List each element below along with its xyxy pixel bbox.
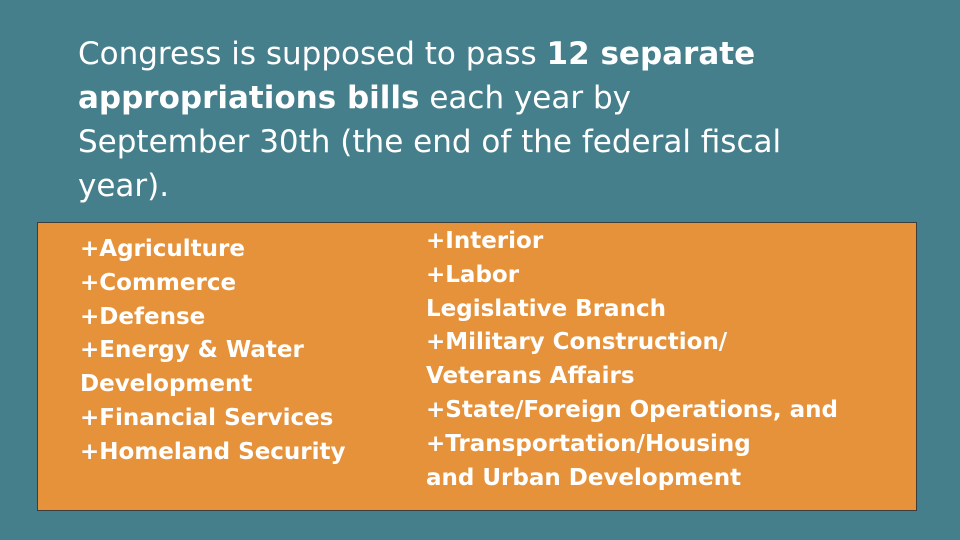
left-column: +Agriculture +Commerce +Defense +Energy & W… xyxy=(80,233,346,470)
bill-line: +State/Foreign Operations, and xyxy=(426,396,838,423)
bill-line: +Agriculture xyxy=(80,236,245,262)
heading-bold-text: appropriations bills xyxy=(78,80,420,116)
bill-line: +Military Construction/ xyxy=(426,329,728,356)
heading-line: year). xyxy=(78,164,781,208)
heading-bold-text: 12 separate xyxy=(546,36,756,72)
heading-line: Congress is supposed to pass 12 separate xyxy=(78,32,781,76)
heading-text: September 30th (the end of the federal f… xyxy=(78,124,782,160)
bill-line: +Transportation/Housing xyxy=(426,430,751,457)
bill-line: Veterans Affairs xyxy=(426,363,635,390)
bill-line: +Homeland Security xyxy=(80,438,346,465)
heading-line: appropriations bills each year by xyxy=(78,76,781,120)
bill-line: +Commerce xyxy=(80,269,237,296)
bill-line: Legislative Branch xyxy=(426,295,666,322)
bill-line: +Labor xyxy=(426,261,520,288)
bill-line: Development xyxy=(80,371,253,398)
bill-line: and Urban Development xyxy=(426,464,742,491)
heading-text: year). xyxy=(78,168,170,204)
heading: Congress is supposed to pass 12 separate… xyxy=(78,32,781,208)
heading-text: each year by xyxy=(419,80,631,116)
bill-line: +Defense xyxy=(80,303,206,330)
bill-box: +Agriculture +Commerce +Defense +Energy & W… xyxy=(37,222,917,511)
heading-line: September 30th (the end of the federal f… xyxy=(78,120,781,164)
bill-line: +Interior xyxy=(426,228,544,254)
bill-line: +Energy & Water xyxy=(80,337,304,364)
right-column: +Interior +Labor Legislative Branch +Milita… xyxy=(426,225,838,495)
heading-text: Congress is supposed to pass xyxy=(78,36,547,72)
bill-line: +Financial Services xyxy=(80,404,334,431)
